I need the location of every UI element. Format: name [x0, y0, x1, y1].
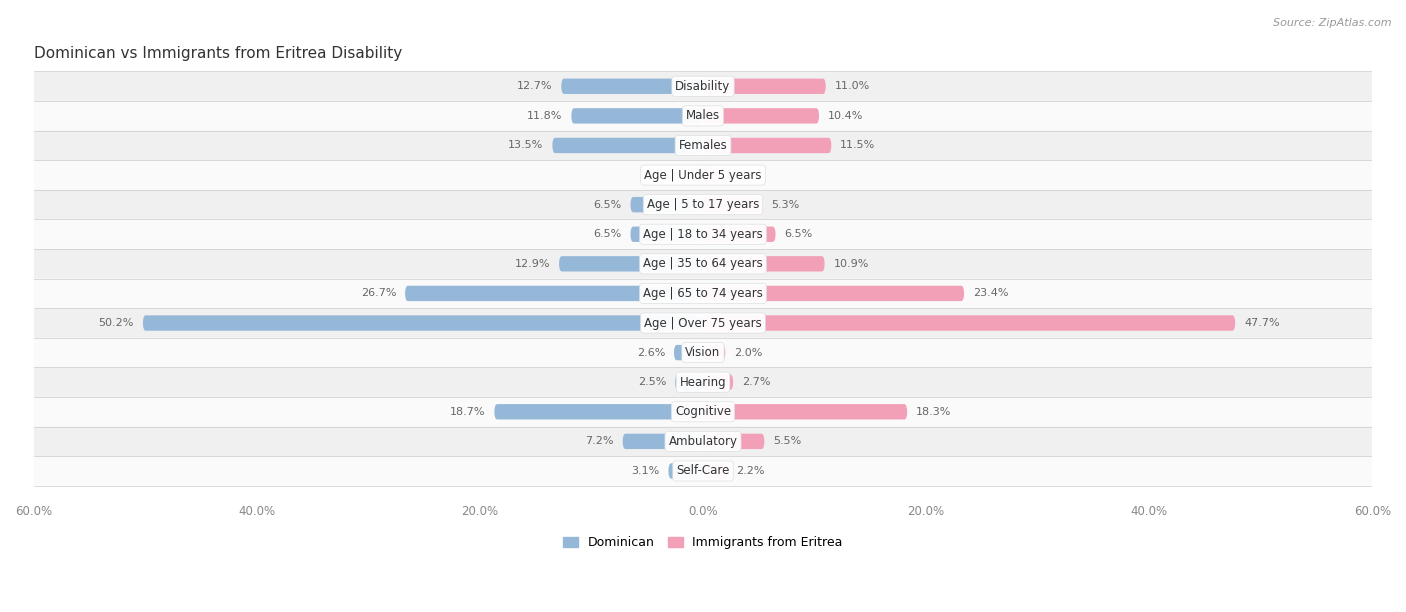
Text: 23.4%: 23.4% — [973, 288, 1008, 299]
Text: 12.7%: 12.7% — [517, 81, 553, 91]
FancyBboxPatch shape — [34, 160, 1372, 190]
FancyBboxPatch shape — [630, 197, 703, 212]
FancyBboxPatch shape — [703, 167, 717, 183]
Text: 2.7%: 2.7% — [742, 377, 770, 387]
Text: 11.0%: 11.0% — [835, 81, 870, 91]
FancyBboxPatch shape — [34, 190, 1372, 220]
Text: Cognitive: Cognitive — [675, 405, 731, 418]
Text: Age | 65 to 74 years: Age | 65 to 74 years — [643, 287, 763, 300]
FancyBboxPatch shape — [703, 404, 907, 419]
FancyBboxPatch shape — [34, 72, 1372, 101]
Text: 6.5%: 6.5% — [593, 200, 621, 210]
FancyBboxPatch shape — [34, 220, 1372, 249]
Text: 1.1%: 1.1% — [654, 170, 682, 180]
Text: 11.8%: 11.8% — [527, 111, 562, 121]
Text: 3.1%: 3.1% — [631, 466, 659, 476]
FancyBboxPatch shape — [34, 278, 1372, 308]
FancyBboxPatch shape — [495, 404, 703, 419]
FancyBboxPatch shape — [703, 197, 762, 212]
FancyBboxPatch shape — [34, 308, 1372, 338]
Text: 2.0%: 2.0% — [734, 348, 762, 357]
FancyBboxPatch shape — [143, 315, 703, 330]
Text: Males: Males — [686, 110, 720, 122]
FancyBboxPatch shape — [690, 167, 703, 183]
Text: 5.5%: 5.5% — [773, 436, 801, 446]
Text: 26.7%: 26.7% — [361, 288, 396, 299]
Text: Hearing: Hearing — [679, 376, 727, 389]
Text: 1.2%: 1.2% — [725, 170, 754, 180]
FancyBboxPatch shape — [675, 375, 703, 390]
FancyBboxPatch shape — [703, 463, 727, 479]
FancyBboxPatch shape — [703, 78, 825, 94]
FancyBboxPatch shape — [668, 463, 703, 479]
Text: Self-Care: Self-Care — [676, 465, 730, 477]
FancyBboxPatch shape — [630, 226, 703, 242]
FancyBboxPatch shape — [703, 226, 776, 242]
FancyBboxPatch shape — [34, 427, 1372, 456]
FancyBboxPatch shape — [34, 367, 1372, 397]
Text: 2.6%: 2.6% — [637, 348, 665, 357]
FancyBboxPatch shape — [623, 434, 703, 449]
Text: 6.5%: 6.5% — [593, 230, 621, 239]
Text: 50.2%: 50.2% — [98, 318, 134, 328]
FancyBboxPatch shape — [34, 397, 1372, 427]
FancyBboxPatch shape — [34, 101, 1372, 131]
Text: 47.7%: 47.7% — [1244, 318, 1279, 328]
FancyBboxPatch shape — [34, 249, 1372, 278]
FancyBboxPatch shape — [553, 138, 703, 153]
Text: Age | Over 75 years: Age | Over 75 years — [644, 316, 762, 329]
Text: Dominican vs Immigrants from Eritrea Disability: Dominican vs Immigrants from Eritrea Dis… — [34, 46, 402, 61]
Text: 18.3%: 18.3% — [917, 407, 952, 417]
Text: 2.2%: 2.2% — [737, 466, 765, 476]
FancyBboxPatch shape — [703, 108, 820, 124]
FancyBboxPatch shape — [34, 338, 1372, 367]
Text: 13.5%: 13.5% — [508, 141, 544, 151]
Text: Age | 18 to 34 years: Age | 18 to 34 years — [643, 228, 763, 241]
Text: 5.3%: 5.3% — [770, 200, 799, 210]
FancyBboxPatch shape — [703, 375, 733, 390]
Text: 6.5%: 6.5% — [785, 230, 813, 239]
Text: Vision: Vision — [685, 346, 721, 359]
FancyBboxPatch shape — [703, 345, 725, 360]
Text: Disability: Disability — [675, 80, 731, 93]
FancyBboxPatch shape — [405, 286, 703, 301]
FancyBboxPatch shape — [703, 315, 1236, 330]
Legend: Dominican, Immigrants from Eritrea: Dominican, Immigrants from Eritrea — [558, 531, 848, 554]
Text: 11.5%: 11.5% — [841, 141, 876, 151]
Text: Age | Under 5 years: Age | Under 5 years — [644, 168, 762, 182]
FancyBboxPatch shape — [703, 138, 831, 153]
Text: 18.7%: 18.7% — [450, 407, 485, 417]
FancyBboxPatch shape — [703, 434, 765, 449]
Text: 12.9%: 12.9% — [515, 259, 550, 269]
Text: Females: Females — [679, 139, 727, 152]
FancyBboxPatch shape — [560, 256, 703, 272]
Text: Source: ZipAtlas.com: Source: ZipAtlas.com — [1274, 18, 1392, 28]
FancyBboxPatch shape — [703, 256, 824, 272]
FancyBboxPatch shape — [561, 78, 703, 94]
FancyBboxPatch shape — [571, 108, 703, 124]
Text: 10.9%: 10.9% — [834, 259, 869, 269]
Text: 2.5%: 2.5% — [638, 377, 666, 387]
Text: Age | 35 to 64 years: Age | 35 to 64 years — [643, 257, 763, 271]
FancyBboxPatch shape — [34, 456, 1372, 486]
FancyBboxPatch shape — [34, 131, 1372, 160]
Text: 10.4%: 10.4% — [828, 111, 863, 121]
FancyBboxPatch shape — [673, 345, 703, 360]
Text: Age | 5 to 17 years: Age | 5 to 17 years — [647, 198, 759, 211]
Text: Ambulatory: Ambulatory — [668, 435, 738, 448]
FancyBboxPatch shape — [703, 286, 965, 301]
Text: 7.2%: 7.2% — [585, 436, 614, 446]
